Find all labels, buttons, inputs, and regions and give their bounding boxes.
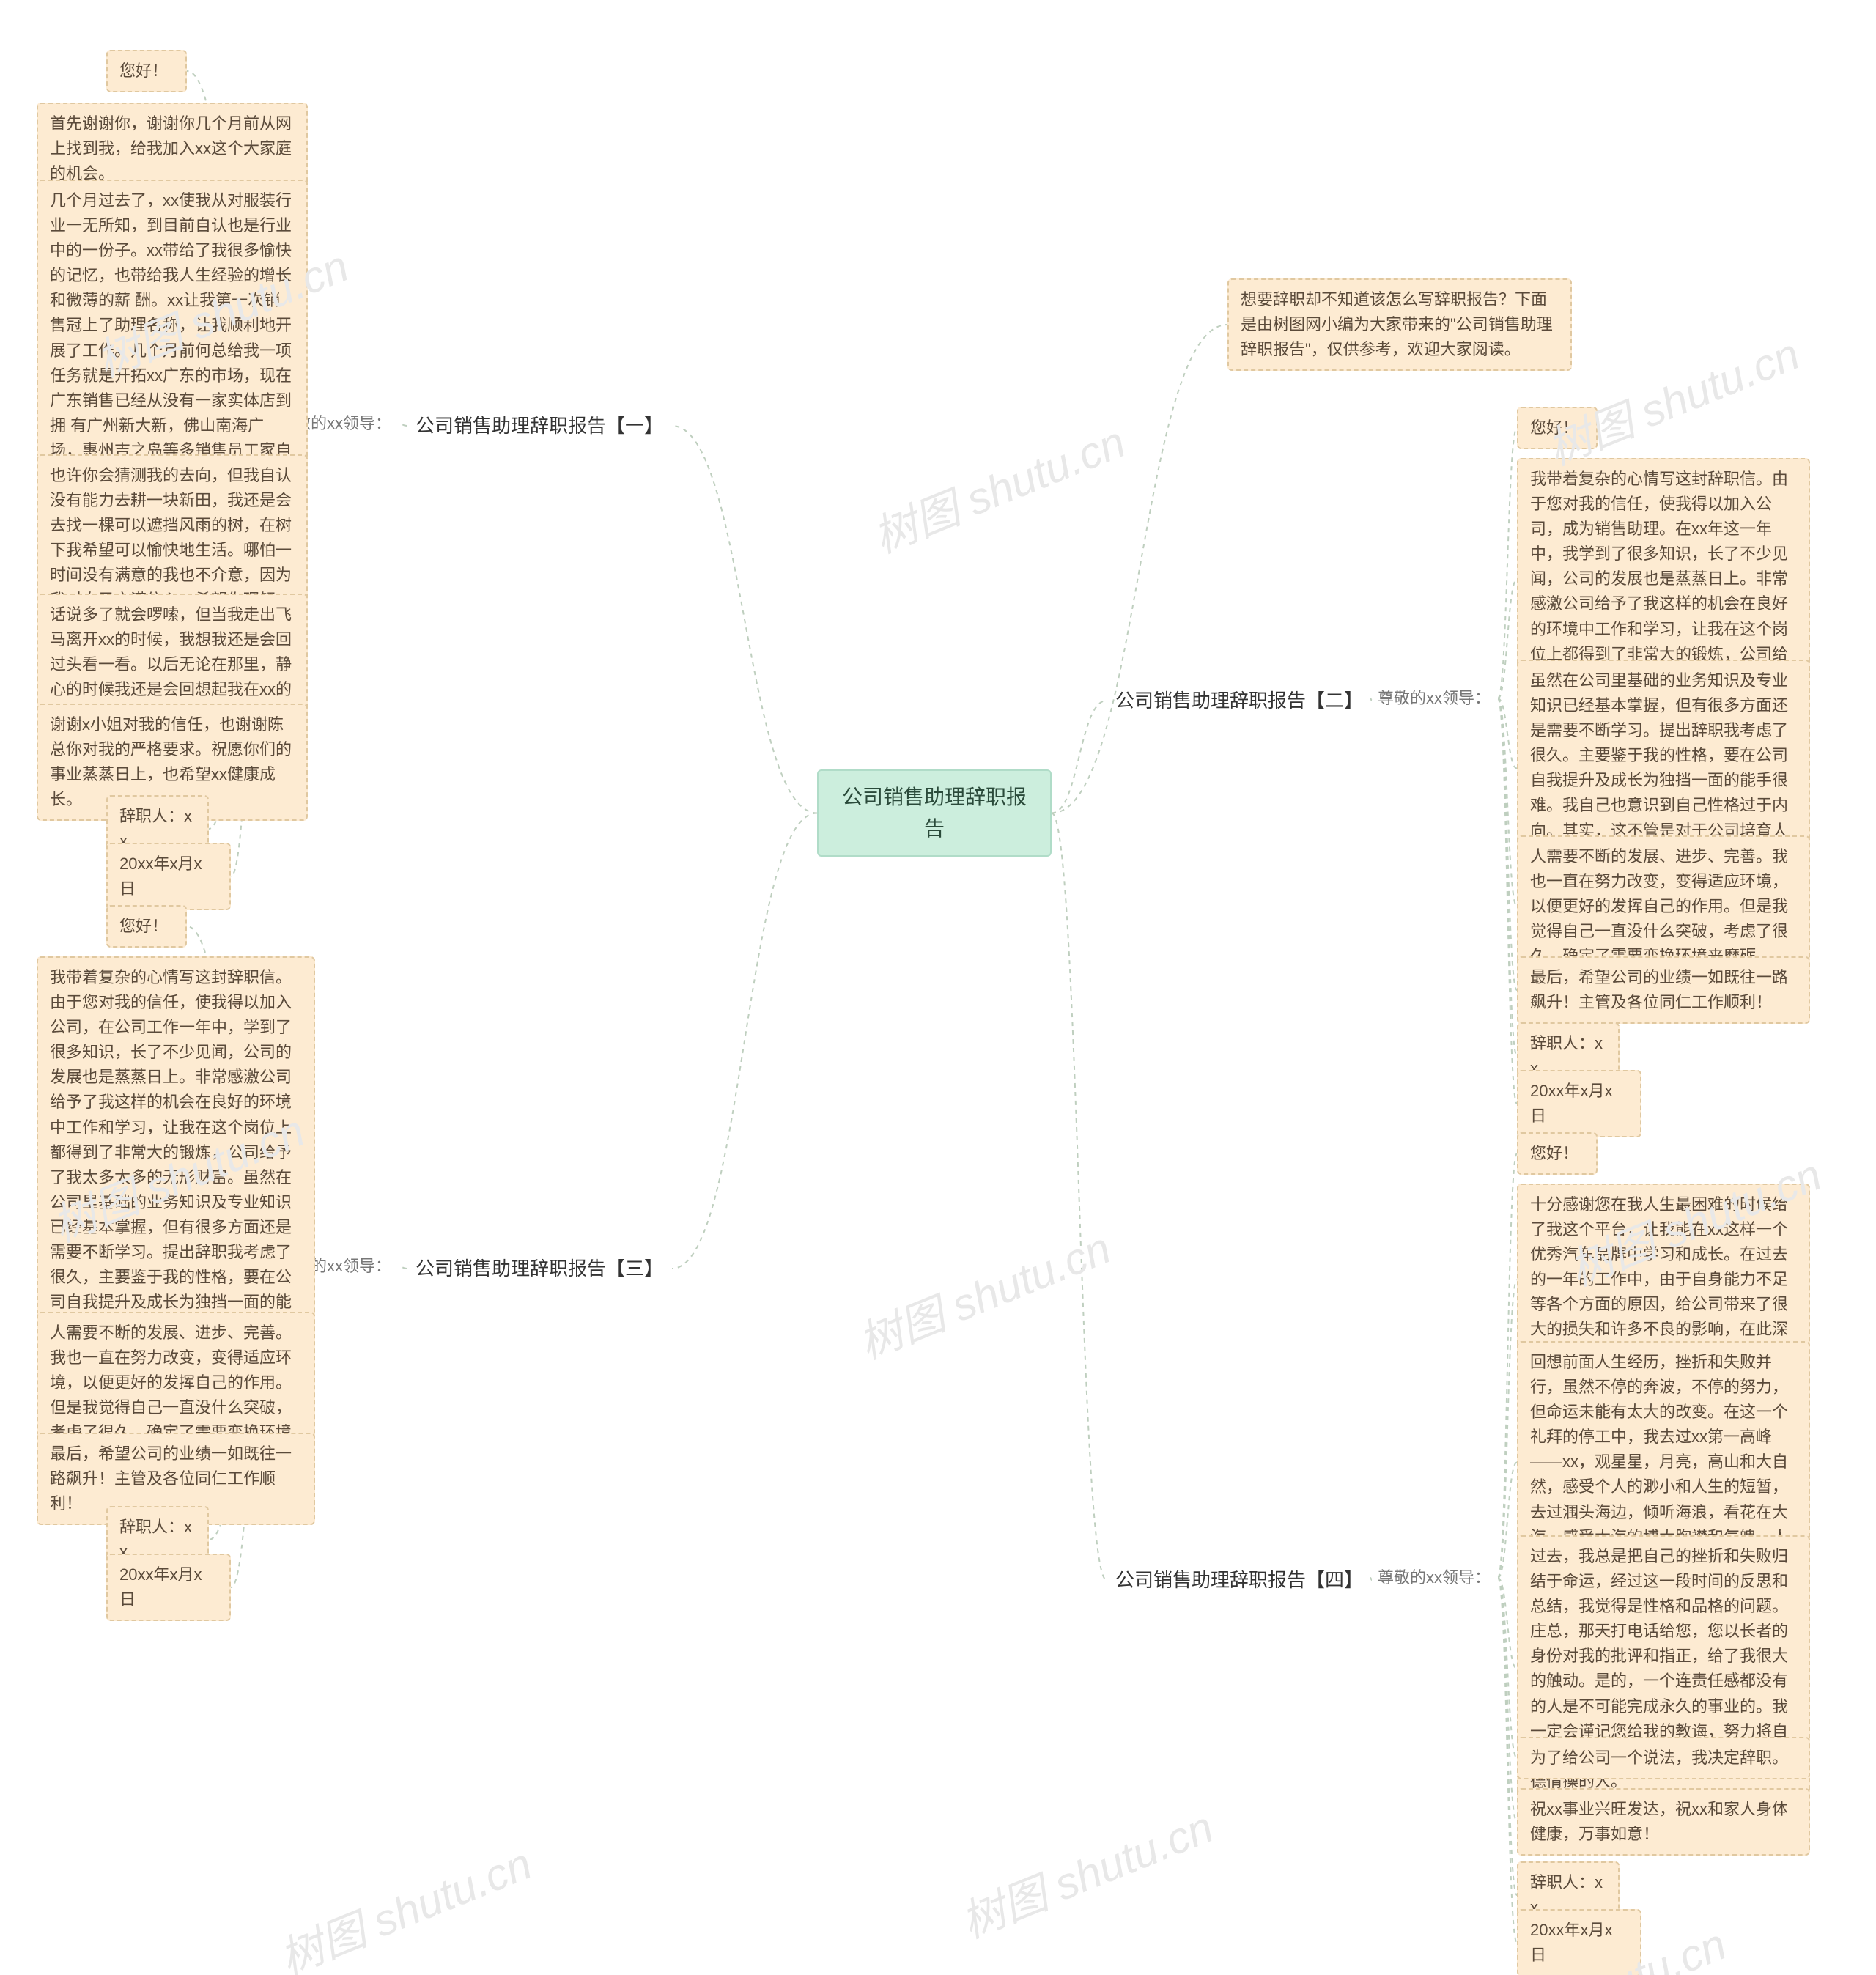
intro-node: 想要辞职却不知道该怎么写辞职报告？下面是由树图网小编为大家带来的"公司销售助理辞… (1227, 278, 1572, 371)
watermark-4: 树图 shutu.cn (848, 1213, 1119, 1372)
branch2-leaf-4: 最后，希望公司的业绩一如既往一路飙升！主管及各位同仁工作顺利！ (1517, 956, 1810, 1024)
branch3-leaf-0: 您好！ (106, 905, 187, 948)
branch4-leaf-7: 20xx年x月x日 (1517, 1909, 1642, 1975)
branch2-leaf-0: 您好！ (1517, 407, 1598, 449)
watermark-6: 树图 shutu.cn (269, 1828, 540, 1975)
branch2-label: 公司销售助理辞职报告【二】 (1107, 682, 1372, 720)
root-node: 公司销售助理辞职报告 (817, 769, 1052, 857)
branch3-leaf-5: 20xx年x月x日 (106, 1554, 231, 1621)
branch1-leaf-0: 您好！ (106, 50, 187, 92)
watermark-2: 树图 shutu.cn (1537, 319, 1808, 478)
branch4-label: 公司销售助理辞职报告【四】 (1107, 1561, 1372, 1599)
branch1-leaf-7: 20xx年x月x日 (106, 843, 231, 910)
branch3-label: 公司销售助理辞职报告【三】 (407, 1249, 672, 1288)
branch1-label: 公司销售助理辞职报告【一】 (407, 407, 672, 445)
branch2-leaf-6: 20xx年x月x日 (1517, 1070, 1642, 1137)
watermark-7: 树图 shutu.cn (950, 1792, 1222, 1951)
branch4-leaf-5: 祝xx事业兴旺发达，祝xx和家人身体健康，万事如意！ (1517, 1788, 1810, 1856)
branch4-leaf-4: 为了给公司一个说法，我决定辞职。 (1517, 1737, 1810, 1779)
mindmap-canvas: 公司销售助理辞职报告 想要辞职却不知道该怎么写辞职报告？下面是由树图网小编为大家带… (0, 0, 1876, 1975)
branch2-sub-label: 尊敬的xx领导： (1370, 682, 1498, 715)
branch4-sub-label: 尊敬的xx领导： (1370, 1561, 1498, 1595)
watermark-1: 树图 shutu.cn (863, 407, 1134, 566)
branch4-leaf-0: 您好！ (1517, 1132, 1598, 1175)
